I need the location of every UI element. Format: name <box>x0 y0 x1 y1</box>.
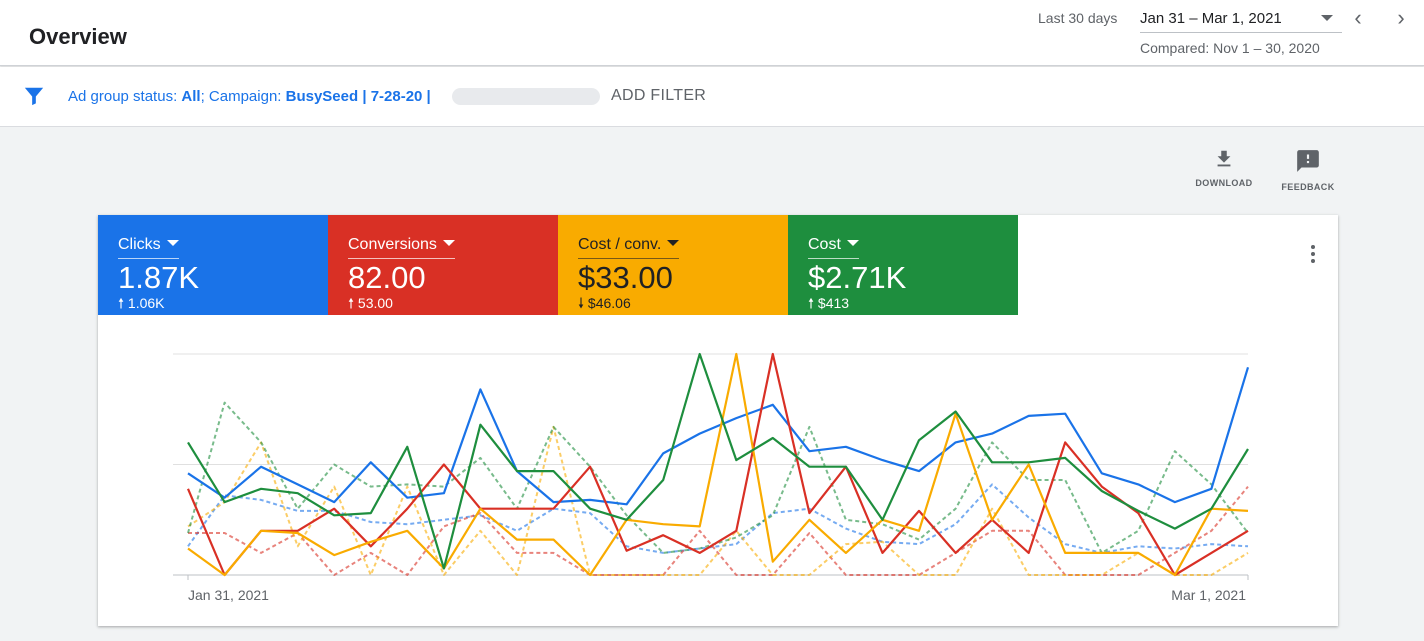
series-line-conversions-current[interactable] <box>186 352 1249 577</box>
metric-tile-conversions[interactable]: Conversions 82.00 🠕 53.00 <box>328 215 558 315</box>
filter-summary[interactable]: Ad group status: All; Campaign: BusySeed… <box>68 88 431 105</box>
series-line-cost-conv-current[interactable] <box>187 352 1249 577</box>
more-options-icon[interactable] <box>1309 245 1317 267</box>
caret-down-icon <box>846 240 859 246</box>
top-bar: Overview Last 30 days Jan 31 – Mar 1, 20… <box>0 0 1424 66</box>
feedback-label: FEEDBACK <box>1281 182 1335 192</box>
caret-down-icon <box>442 240 455 246</box>
redacted-filter-text <box>452 88 600 105</box>
metric-name-cost[interactable]: Cost <box>808 236 859 259</box>
arrow-up-icon: 🠕 <box>808 295 815 311</box>
arrow-up-icon: 🠕 <box>348 295 355 311</box>
download-label: DOWNLOAD <box>1195 178 1253 188</box>
metric-change-value: $413 <box>817 295 850 311</box>
series-line-cost-current[interactable] <box>187 352 1249 570</box>
metric-value: 1.87K <box>118 260 200 295</box>
metric-change-value: $46.06 <box>587 295 631 311</box>
metric-name-text: Cost / conv. <box>578 236 662 253</box>
metric-change: 🠕 1.06K <box>118 293 165 317</box>
metric-value: $33.00 <box>578 260 673 295</box>
filter-campaign-label: ; Campaign: <box>200 88 286 105</box>
series-line-cost-conv-compared[interactable] <box>187 425 1249 576</box>
date-range-dropdown-icon[interactable] <box>1321 15 1333 21</box>
filter-status-value: All <box>181 88 201 105</box>
metric-value: 82.00 <box>348 260 426 295</box>
x-tick-label: Mar 1, 2021 <box>1171 587 1246 603</box>
metric-name-conversions[interactable]: Conversions <box>348 236 455 259</box>
add-filter-button[interactable]: ADD FILTER <box>611 87 707 104</box>
x-tick-label: Jan 31, 2021 <box>188 587 269 603</box>
metric-name-text: Clicks <box>118 236 161 253</box>
metric-change: 🠗 $46.06 <box>578 293 631 317</box>
date-range-label: Last 30 days <box>1038 10 1118 26</box>
filter-status-label: Ad group status: <box>68 88 182 105</box>
metric-name-cost-per-conv[interactable]: Cost / conv. <box>578 236 680 259</box>
metric-tile-cost-per-conv[interactable]: Cost / conv. $33.00 🠗 $46.06 <box>558 215 788 315</box>
feedback-icon <box>1297 150 1319 172</box>
filter-campaign-value: BusySeed | 7-28-20 | <box>285 88 431 105</box>
metric-value: $2.71K <box>808 260 907 295</box>
arrow-down-icon: 🠗 <box>578 295 585 311</box>
metric-change-value: 53.00 <box>357 295 393 311</box>
series-line-clicks-current[interactable] <box>187 366 1250 506</box>
chevron-left-icon[interactable]: ‹ <box>1354 5 1362 30</box>
filter-icon[interactable] <box>23 85 45 107</box>
series-line-clicks-compared[interactable] <box>187 483 1249 554</box>
download-icon <box>1217 150 1231 167</box>
metric-tile-clicks[interactable]: Clicks 1.87K 🠕 1.06K <box>98 215 328 315</box>
series-line-cost-compared[interactable] <box>187 401 1249 554</box>
metric-name-clicks[interactable]: Clicks <box>118 236 179 259</box>
page-title: Overview <box>29 24 127 49</box>
date-range-selector[interactable]: Jan 31 – Mar 1, 2021 <box>1140 10 1282 27</box>
metric-name-text: Conversions <box>348 236 437 253</box>
caret-down-icon <box>166 240 179 246</box>
metric-change: 🠕 53.00 <box>348 293 393 317</box>
performance-card: Clicks 1.87K 🠕 1.06K Conversions 82.00 🠕… <box>98 215 1338 626</box>
metric-tile-cost[interactable]: Cost $2.71K 🠕 $413 <box>788 215 1018 315</box>
download-button[interactable]: DOWNLOAD <box>1189 148 1259 188</box>
series-line-conversions-compared[interactable] <box>188 485 1249 576</box>
chevron-right-icon[interactable]: › <box>1397 5 1405 30</box>
chart-series <box>186 352 1250 577</box>
feedback-button[interactable]: FEEDBACK <box>1273 148 1343 192</box>
arrow-up-icon: 🠕 <box>118 295 125 311</box>
filter-bar: Ad group status: All; Campaign: BusySeed… <box>0 67 1424 127</box>
caret-down-icon <box>667 240 680 246</box>
date-range-underline <box>1140 32 1342 33</box>
metric-change-value: 1.06K <box>127 295 165 311</box>
compared-range: Compared: Nov 1 – 30, 2020 <box>1140 40 1320 56</box>
metric-name-text: Cost <box>808 236 841 253</box>
metric-change: 🠕 $413 <box>808 293 849 317</box>
line-chart: Jan 31, 2021 Mar 1, 2021 <box>173 352 1250 603</box>
